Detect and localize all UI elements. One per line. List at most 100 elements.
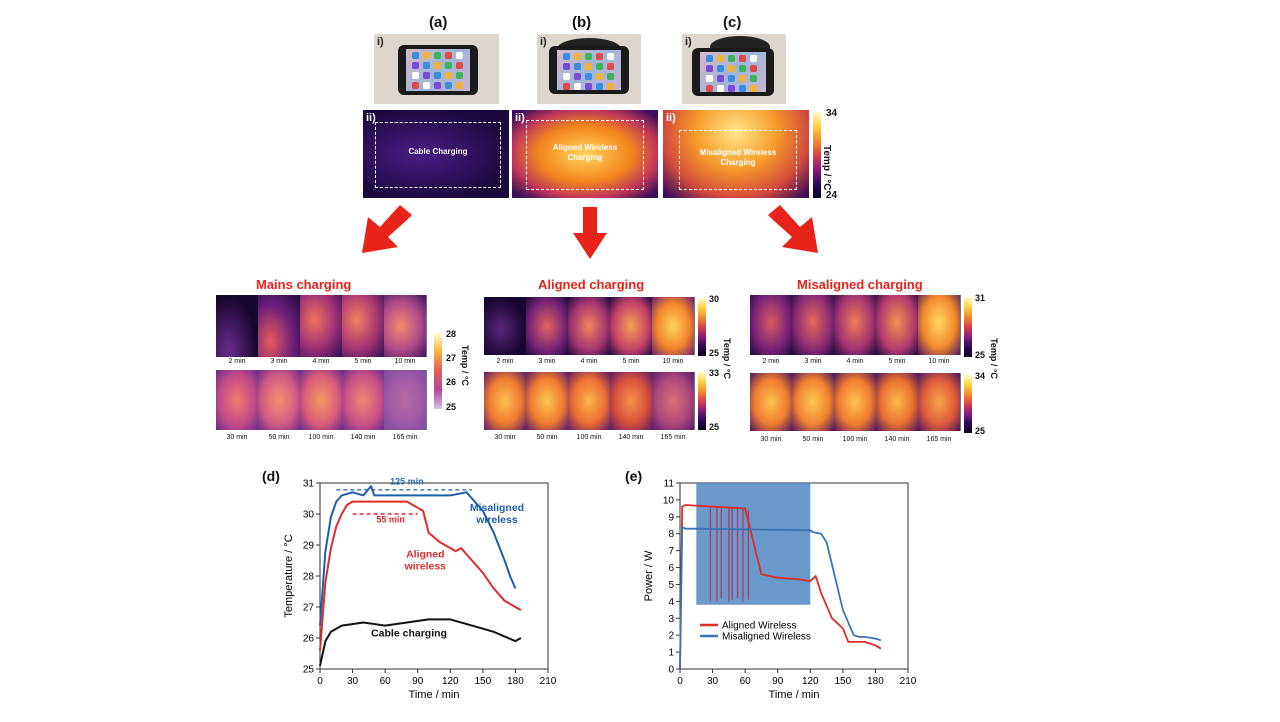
app-icon bbox=[728, 65, 735, 72]
time-label: 5 min bbox=[354, 358, 372, 365]
time-label: 3 min bbox=[804, 358, 822, 365]
colorbar-aligned-label: Temp / °C bbox=[722, 338, 732, 379]
app-icon bbox=[563, 83, 570, 90]
time-label: 100 min bbox=[308, 434, 334, 441]
time-label: 3 min bbox=[538, 358, 556, 365]
annotation-125-min: 125 min bbox=[390, 478, 424, 487]
colorbar-mains-tick: 26 bbox=[446, 377, 457, 387]
app-icon bbox=[717, 55, 724, 62]
time-label: 4 min bbox=[312, 358, 330, 365]
app-icon bbox=[434, 62, 441, 69]
time-label: 3 min bbox=[270, 358, 288, 365]
legend-label: Aligned Wireless bbox=[722, 621, 796, 632]
photo-label: i) bbox=[377, 36, 384, 48]
y-tick-label: 10 bbox=[663, 495, 675, 506]
app-icon bbox=[728, 55, 735, 62]
legend-cable-charging: Cable charging bbox=[371, 627, 447, 639]
legend-label: Misaligned Wireless bbox=[722, 632, 811, 643]
colorbar-aligned-1 bbox=[698, 298, 706, 356]
misaligned-row1-times: 2 min 3 min 4 min 5 min 10 min bbox=[750, 358, 960, 368]
y-tick-label: 2 bbox=[668, 631, 674, 642]
x-tick-label: 90 bbox=[772, 676, 784, 687]
legend-aligned-wireless: Aligned bbox=[406, 548, 445, 560]
time-label: 10 min bbox=[662, 358, 684, 365]
aligned-row2-tiles bbox=[484, 372, 695, 430]
y-tick-label: 9 bbox=[668, 512, 674, 523]
x-tick-label: 0 bbox=[677, 676, 683, 687]
thermal-caption: Cable Charging bbox=[408, 147, 468, 156]
time-label: 10 min bbox=[394, 358, 416, 365]
thermal-misaligned-wireless: ii) Misaligned Wireless Charging bbox=[663, 110, 809, 198]
section-title-mains: Mains charging bbox=[256, 277, 352, 292]
x-tick-label: 60 bbox=[740, 676, 752, 687]
app-icon bbox=[563, 53, 570, 60]
app-icon bbox=[739, 85, 746, 92]
y-tick-label: 26 bbox=[303, 634, 315, 645]
app-icon bbox=[445, 62, 452, 69]
panel-label-b: (b) bbox=[572, 14, 592, 31]
misaligned-row1-tiles bbox=[750, 295, 961, 355]
app-icon bbox=[563, 63, 570, 70]
colorbar-mains bbox=[434, 333, 442, 409]
phone-image bbox=[692, 48, 774, 96]
y-tick-label: 1 bbox=[668, 648, 674, 659]
x-axis-label: Time / min bbox=[769, 689, 820, 701]
app-icon bbox=[728, 75, 735, 82]
time-label: 140 min bbox=[884, 436, 910, 443]
colorbar-tick: 25 bbox=[709, 422, 720, 432]
y-tick-label: 28 bbox=[303, 572, 315, 583]
y-tick-label: 5 bbox=[668, 580, 674, 591]
app-icon bbox=[585, 83, 592, 90]
chart-power: 0 30 60 90 120 150 180 210 0 1 2 3 4 5 6 7 8 9 10 11 Time / … bbox=[643, 479, 917, 702]
time-label: 2 min bbox=[496, 358, 514, 365]
time-label: 5 min bbox=[622, 358, 640, 365]
x-tick-label: 30 bbox=[707, 676, 719, 687]
arrow-center bbox=[573, 207, 607, 259]
time-label: 2 min bbox=[762, 358, 780, 365]
app-icon bbox=[412, 62, 419, 69]
app-icon bbox=[750, 65, 757, 72]
colorbar-misaligned-2 bbox=[964, 375, 972, 433]
colorbar-tick: 34 bbox=[975, 371, 986, 381]
time-label: 30 min bbox=[226, 434, 248, 441]
series-line-cable-charging bbox=[319, 618, 522, 667]
colorbar-mains-tick: 25 bbox=[446, 402, 457, 412]
time-label: 50 min bbox=[268, 434, 290, 441]
app-icon bbox=[607, 83, 614, 90]
panel-label-d: (d) bbox=[262, 468, 280, 484]
series-line-misaligned-wireless bbox=[679, 526, 882, 670]
y-tick-label: 27 bbox=[303, 603, 315, 614]
misaligned-row2-tiles bbox=[750, 373, 961, 431]
app-icon bbox=[412, 82, 419, 89]
time-label: 10 min bbox=[928, 358, 950, 365]
app-icon bbox=[706, 75, 713, 82]
y-tick-label: 6 bbox=[668, 563, 674, 574]
thermal-aligned-wireless: ii) Aligned Wireless Charging bbox=[512, 110, 658, 198]
x-tick-label: 60 bbox=[380, 676, 392, 687]
app-icon bbox=[739, 55, 746, 62]
app-icon bbox=[596, 73, 603, 80]
y-tick-label: 25 bbox=[303, 665, 315, 676]
x-tick-label: 0 bbox=[317, 676, 323, 687]
series-line-aligned-wireless bbox=[679, 504, 882, 670]
app-icon bbox=[423, 62, 430, 69]
mains-row2-tiles bbox=[216, 370, 427, 430]
x-tick-label: 210 bbox=[540, 676, 557, 687]
mains-row1-tiles bbox=[216, 295, 427, 357]
app-icon bbox=[574, 63, 581, 70]
chart-temperature: 0 30 60 90 120 150 180 210 25 26 27 28 29 30 31 Time / … bbox=[283, 478, 557, 701]
app-icon bbox=[585, 53, 592, 60]
colorbar-tick: 25 bbox=[975, 350, 986, 360]
app-icon bbox=[563, 73, 570, 80]
aligned-row1-times: 2 min 3 min 4 min 5 min 10 min bbox=[484, 358, 694, 368]
colorbar-tick: 25 bbox=[975, 426, 986, 436]
app-icon bbox=[423, 52, 430, 59]
app-icon bbox=[456, 72, 463, 79]
colorbar-tick: 30 bbox=[709, 294, 720, 304]
x-tick-label: 180 bbox=[507, 676, 524, 687]
phone-image bbox=[549, 46, 629, 94]
x-tick-label: 150 bbox=[835, 676, 852, 687]
y-axis-label: Power / W bbox=[643, 550, 655, 601]
app-icon bbox=[596, 53, 603, 60]
photo-cable-charging: i) bbox=[374, 34, 499, 104]
